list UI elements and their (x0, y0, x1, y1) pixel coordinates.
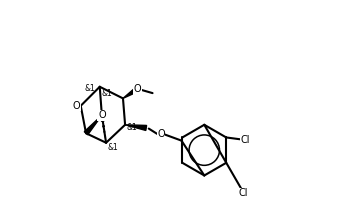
Text: Cl: Cl (239, 188, 248, 198)
Text: Cl: Cl (241, 135, 250, 145)
Text: &1: &1 (127, 123, 137, 132)
Polygon shape (84, 115, 102, 135)
Polygon shape (123, 87, 139, 98)
Text: O: O (73, 101, 80, 111)
Text: &1: &1 (102, 89, 113, 98)
Text: &1: &1 (85, 84, 95, 93)
Text: O: O (134, 84, 142, 94)
Text: &1: &1 (108, 143, 118, 152)
Text: O: O (98, 110, 106, 120)
Polygon shape (125, 125, 147, 130)
Text: O: O (157, 129, 165, 139)
